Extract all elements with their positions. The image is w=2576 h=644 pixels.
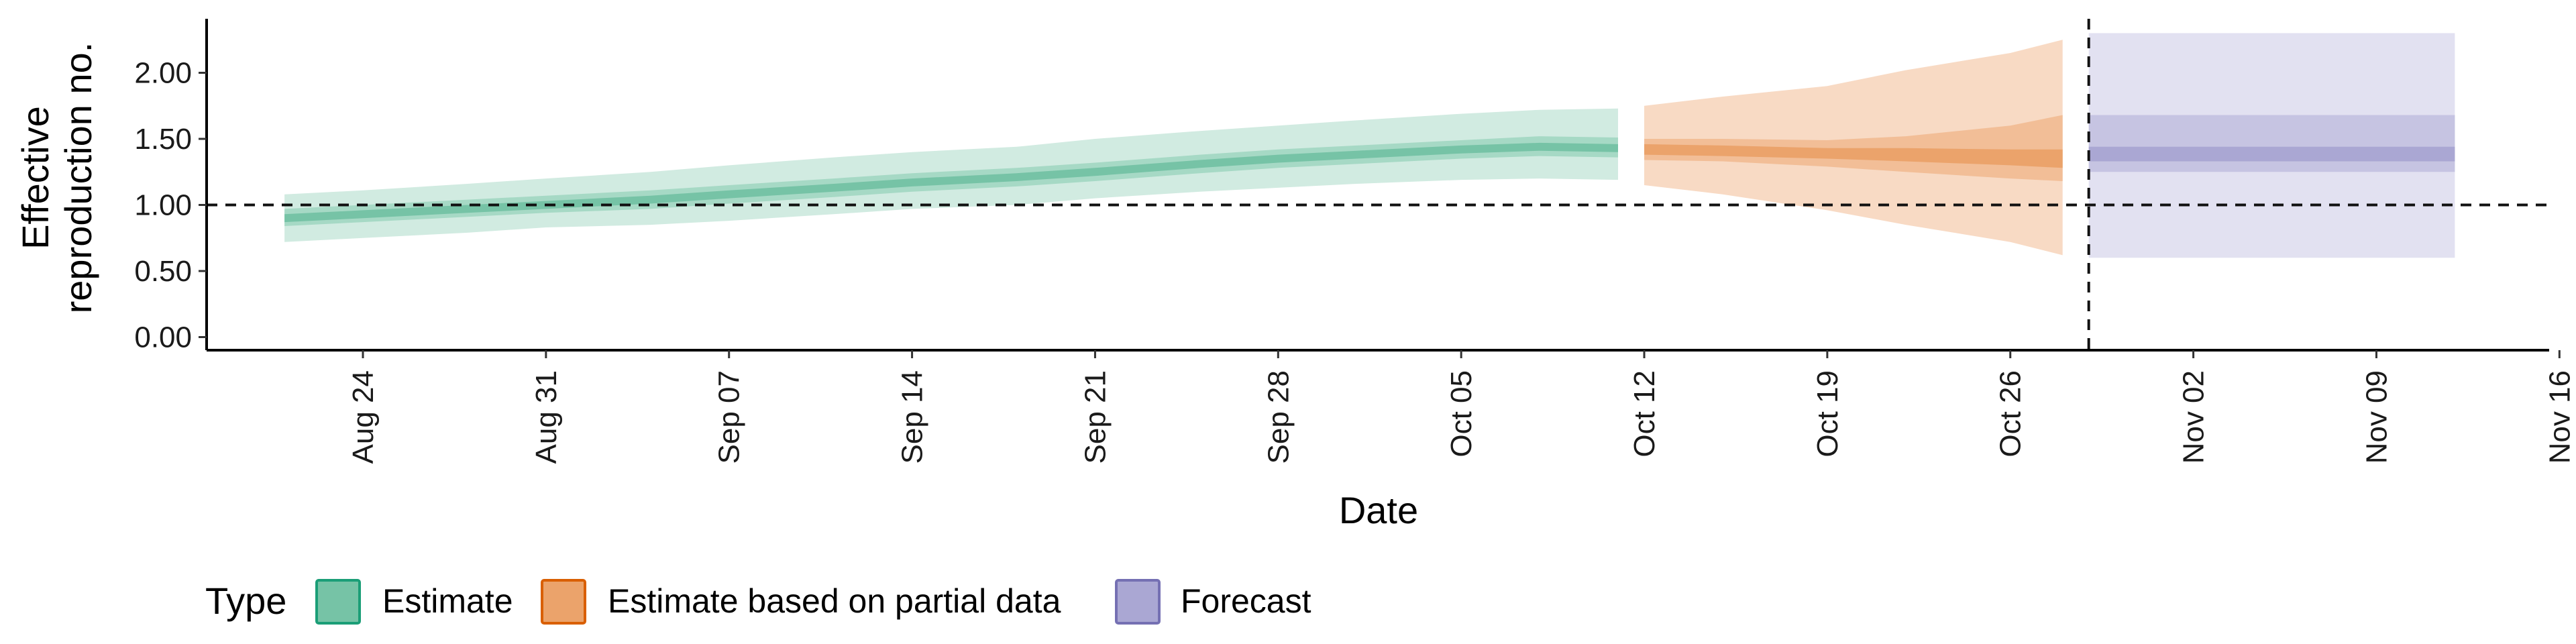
x-axis-title: Date: [1339, 489, 1418, 531]
legend-label-partial-data: Estimate based on partial data: [608, 582, 1061, 620]
x-tick-label: Nov 09: [2360, 370, 2393, 464]
x-tick-label: Oct 12: [1628, 370, 1661, 458]
x-tick-label: Aug 31: [530, 370, 563, 464]
band-estimate-based-on-partial-data-inner: [1644, 144, 2063, 168]
y-axis-title: Effective reproduction no.: [14, 42, 99, 314]
x-tick-label: Aug 24: [347, 370, 380, 464]
y-tick-label: 1.00: [134, 189, 192, 222]
y-axis-title-line-1: Effective: [14, 106, 56, 250]
y-tick-label: 0.00: [134, 321, 192, 354]
band-estimate-based-on-partial-data-mid: [1644, 115, 2063, 181]
x-tick-label: Oct 26: [1994, 370, 2027, 458]
y-tick-label: 0.50: [134, 255, 192, 288]
legend-swatch-partial-data: [541, 579, 586, 625]
x-tick-label: Nov 16: [2543, 370, 2576, 464]
y-tick-label: 2.00: [134, 57, 192, 90]
y-tick-layer: 0.00 0.50 1.00 1.50 2.00: [134, 57, 207, 354]
reference-line-layer: [207, 19, 2549, 350]
band-estimate-inner: [284, 142, 1619, 223]
axes-layer: [205, 19, 2549, 352]
y-tick-label: 1.50: [134, 123, 192, 156]
band-forecast-inner: [2088, 146, 2455, 162]
x-tick-label: Sep 07: [713, 370, 746, 464]
x-tick-layer: Aug 24 Aug 31 Sep 07 Sep 14 Sep 21 Sep 28 Oct …: [347, 350, 2576, 464]
x-tick-label: Nov 02: [2178, 370, 2210, 464]
x-tick-label: Oct 19: [1811, 370, 1844, 458]
y-axis-title-line-2: reproduction no.: [57, 42, 99, 314]
band-layer: [284, 33, 2455, 258]
x-tick-label: Oct 05: [1445, 370, 1478, 458]
legend-swatch-estimate: [315, 579, 361, 625]
legend-swatch-forecast: [1115, 579, 1161, 625]
x-tick-label: Sep 28: [1262, 370, 1295, 464]
x-tick-label: Sep 21: [1079, 370, 1112, 464]
legend-label-estimate: Estimate: [382, 582, 513, 620]
band-forecast-mid: [2088, 115, 2455, 172]
legend-title: Type: [205, 580, 286, 622]
x-tick-label: Sep 14: [896, 370, 929, 464]
legend-label-forecast: Forecast: [1181, 582, 1311, 620]
legend: Type Estimate Estimate based on partial …: [205, 579, 1311, 625]
